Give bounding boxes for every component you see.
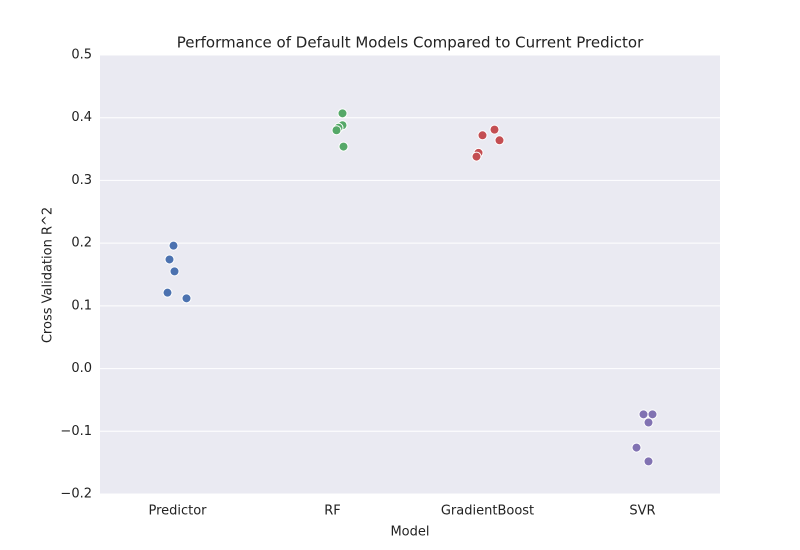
plot-area bbox=[100, 55, 720, 494]
x-axis-label: Model bbox=[390, 525, 429, 540]
y-axis-label: Cross Validation R^2 bbox=[41, 207, 56, 343]
point bbox=[647, 409, 658, 420]
x-tick-label: SVR bbox=[629, 504, 655, 519]
y-tick-label: 0.0 bbox=[71, 361, 92, 376]
chart-title: Performance of Default Models Compared t… bbox=[177, 34, 644, 52]
point bbox=[477, 130, 488, 141]
y-tick-label: 0.1 bbox=[71, 298, 92, 313]
point bbox=[638, 409, 649, 420]
point bbox=[631, 442, 642, 453]
point bbox=[643, 417, 654, 428]
y-tick-label: 0.2 bbox=[71, 236, 92, 251]
point bbox=[164, 254, 175, 265]
point bbox=[337, 108, 348, 119]
point bbox=[162, 287, 173, 298]
x-tick-label: RF bbox=[324, 504, 341, 519]
point bbox=[471, 151, 482, 162]
point bbox=[643, 456, 654, 467]
point bbox=[168, 240, 179, 251]
point bbox=[494, 135, 505, 146]
y-tick-label: −0.2 bbox=[60, 487, 92, 502]
x-tick-label: GradientBoost bbox=[441, 504, 534, 519]
y-tick-label: −0.1 bbox=[60, 424, 92, 439]
point bbox=[489, 124, 500, 135]
y-tick-label: 0.4 bbox=[71, 110, 92, 125]
x-tick-label: Predictor bbox=[148, 504, 207, 519]
point bbox=[181, 293, 192, 304]
point bbox=[331, 125, 342, 136]
y-tick-label: 0.3 bbox=[71, 173, 92, 188]
point bbox=[169, 266, 180, 277]
point bbox=[338, 141, 349, 152]
y-tick-label: 0.5 bbox=[71, 48, 92, 63]
